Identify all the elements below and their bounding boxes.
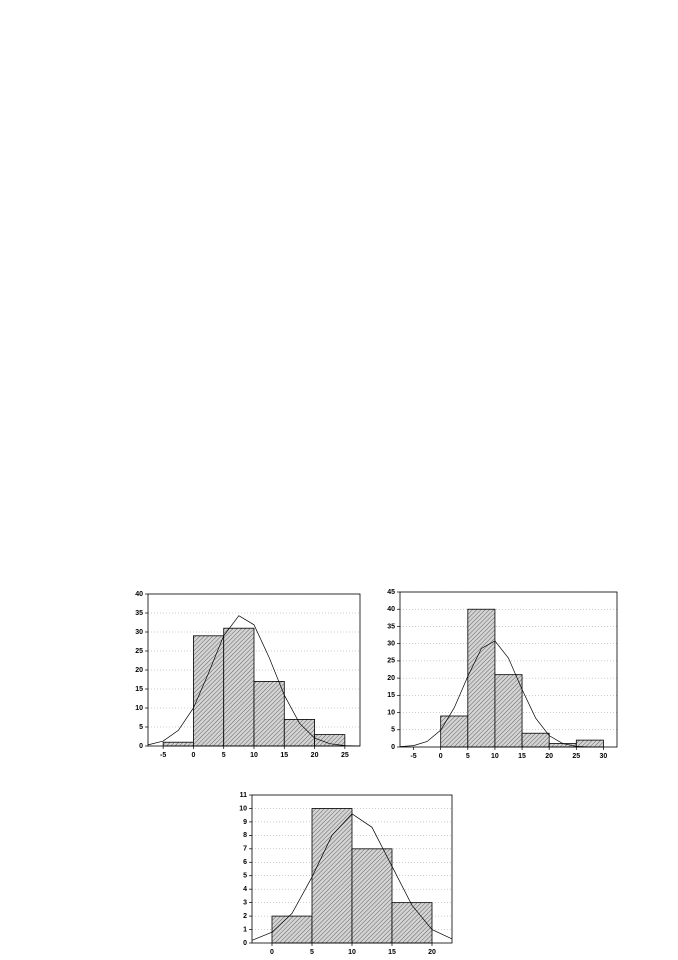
- x-tick-label: 10: [491, 753, 499, 760]
- y-tick-label: 0: [243, 940, 247, 947]
- x-tick-label: 5: [466, 753, 470, 760]
- y-tick-label: 6: [243, 859, 247, 866]
- bar: [494, 674, 523, 748]
- y-tick-label: 30: [135, 629, 143, 636]
- bar: [162, 741, 194, 747]
- plot-frame: [147, 593, 361, 747]
- y-tick-label: 25: [387, 658, 395, 665]
- bar: [351, 848, 393, 944]
- bar: [391, 902, 433, 944]
- x-tick-label: 10: [250, 752, 258, 759]
- y-tick-label: 0: [391, 744, 395, 751]
- bar: [271, 915, 313, 944]
- y-tick-label: 40: [387, 606, 395, 613]
- y-tick-label: 25: [135, 648, 143, 655]
- x-tick-label: 10: [348, 949, 356, 956]
- x-tick-label: 0: [191, 752, 195, 759]
- bar: [521, 732, 550, 748]
- x-tick-label: 5: [310, 949, 314, 956]
- y-tick-label: 10: [239, 805, 247, 812]
- y-tick-label: 5: [139, 724, 143, 731]
- y-tick-label: 8: [243, 832, 247, 839]
- x-tick-label: 25: [572, 753, 580, 760]
- y-tick-label: 45: [387, 589, 395, 596]
- bar: [440, 715, 469, 748]
- bar: [253, 681, 285, 747]
- y-tick-label: 35: [135, 610, 143, 617]
- bar: [467, 608, 496, 748]
- x-tick-label: -5: [160, 752, 166, 759]
- y-tick-label: 11: [240, 792, 248, 799]
- y-tick-label: 10: [387, 709, 395, 716]
- y-tick-label: 35: [387, 623, 395, 630]
- x-tick-label: -5: [410, 753, 416, 760]
- y-tick-label: 40: [135, 591, 143, 598]
- x-tick-label: 5: [222, 752, 226, 759]
- y-tick-label: 4: [243, 886, 247, 893]
- x-tick-label: 25: [341, 752, 349, 759]
- x-tick-label: 30: [600, 753, 608, 760]
- bar: [311, 808, 353, 944]
- normal-curve: [399, 640, 590, 748]
- y-tick-label: 20: [387, 675, 395, 682]
- plot-frame: [251, 794, 453, 944]
- y-tick-label: 10: [135, 705, 143, 712]
- y-tick-label: 30: [387, 641, 395, 648]
- y-tick-label: 2: [243, 913, 247, 920]
- bar: [193, 635, 225, 747]
- y-tick-label: 5: [243, 873, 247, 880]
- x-tick-label: 20: [428, 949, 436, 956]
- plot-frame: [399, 591, 618, 748]
- y-tick-label: 3: [243, 899, 247, 906]
- x-tick-label: 15: [388, 949, 396, 956]
- normal-curve: [251, 813, 453, 941]
- x-tick-label: 15: [280, 752, 288, 759]
- y-tick-label: 20: [135, 667, 143, 674]
- x-tick-label: 15: [518, 753, 526, 760]
- y-tick-label: 5: [391, 727, 395, 734]
- y-tick-label: 7: [243, 846, 247, 853]
- y-tick-label: 9: [243, 819, 247, 826]
- bar: [314, 734, 346, 747]
- y-tick-label: 0: [139, 743, 143, 750]
- x-tick-label: 20: [311, 752, 319, 759]
- x-tick-label: 0: [439, 753, 443, 760]
- bar: [575, 739, 604, 748]
- y-tick-label: 15: [135, 686, 143, 693]
- bar: [223, 627, 255, 747]
- y-tick-label: 15: [387, 692, 395, 699]
- x-tick-label: 0: [270, 949, 274, 956]
- normal-curve: [147, 615, 361, 747]
- y-tick-label: 1: [243, 926, 247, 933]
- x-tick-label: 20: [545, 753, 553, 760]
